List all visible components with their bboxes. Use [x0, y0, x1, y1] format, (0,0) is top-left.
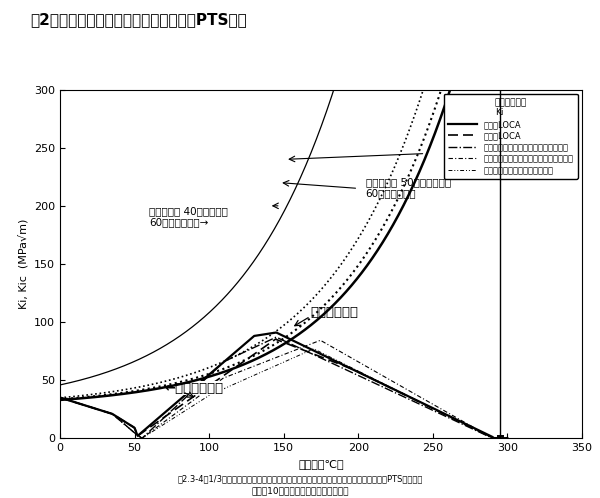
- Text: ←クラッドあり: ←クラッドあり: [164, 382, 224, 395]
- Text: 図2　まったく余裕がない高浜１号機のPTS評価: 図2 まったく余裕がない高浜１号機のPTS評価: [30, 12, 247, 27]
- Text: ［深さ10㎜の想定亀裂を用いた評価］: ［深さ10㎜の想定亀裂を用いた評価］: [251, 487, 349, 496]
- Legend: 大破断LOCA, 小破断LOCA, 主蒸気管破断（冷却に厳しいケース）, 主蒸気管破断（再加圧に厳しいケース）, ２次冷却系からの除熱機能喪失: 大破断LOCA, 小破断LOCA, 主蒸気管破断（冷却に厳しいケース）, 主蒸気…: [443, 94, 578, 179]
- Y-axis label: Ki, Kic  (MPa√m): Ki, Kic (MPa√m): [18, 219, 28, 309]
- Text: クラッドなし: クラッドなし: [311, 306, 359, 319]
- Text: 図2.3-4（1/3）　高浜１号炉　原子炉容器胴部（炉心領域部）中性子照射脆化に対するPTS評価結果: 図2.3-4（1/3） 高浜１号炉 原子炉容器胴部（炉心領域部）中性子照射脆化に…: [178, 474, 422, 483]
- Text: 高浜１号炉 40年目の評価
60年時点の予測→: 高浜１号炉 40年目の評価 60年時点の予測→: [149, 206, 229, 228]
- X-axis label: 温　度（℃）: 温 度（℃）: [298, 459, 344, 469]
- Text: 高浜１号炉 50年目の評価の
60年時点の予測: 高浜１号炉 50年目の評価の 60年時点の予測: [366, 177, 451, 198]
- Text: 高浜１号炉 50年目の評価の
現時点（2022年12月末）: 高浜１号炉 50年目の評価の 現時点（2022年12月末）: [448, 130, 538, 152]
